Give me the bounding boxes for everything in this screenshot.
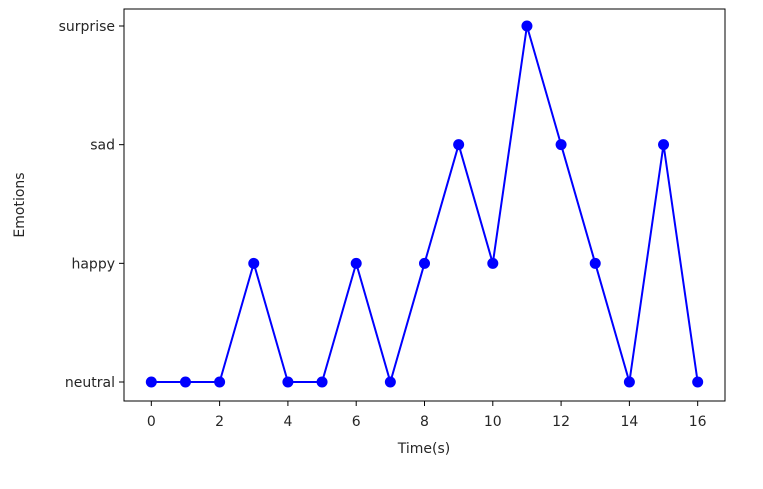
- data-point: [419, 257, 430, 269]
- data-point: [658, 139, 670, 151]
- data-point: [248, 257, 260, 269]
- data-point: [555, 139, 567, 151]
- x-tick-label: 0: [147, 414, 156, 430]
- data-points: [145, 20, 704, 388]
- x-tick-label: 4: [283, 414, 292, 430]
- y-tick-label: surprise: [59, 19, 115, 35]
- x-tick-label: 14: [620, 414, 638, 430]
- x-axis: 0 2 4 6 8 10 12 14 16: [147, 401, 707, 430]
- y-axis: neutral happy sad surprise: [59, 19, 124, 391]
- y-tick-label: happy: [71, 256, 115, 272]
- data-point: [282, 376, 294, 388]
- x-tick-label: 8: [420, 414, 429, 430]
- x-axis-label: Time(s): [397, 441, 450, 457]
- data-point: [384, 376, 396, 388]
- data-point: [316, 376, 328, 388]
- data-point: [623, 376, 635, 388]
- data-point: [179, 376, 191, 388]
- data-point: [487, 257, 499, 269]
- y-tick-label: sad: [90, 138, 115, 154]
- data-point: [350, 257, 362, 269]
- x-tick-label: 16: [689, 414, 707, 430]
- data-point: [589, 257, 601, 269]
- x-tick-label: 6: [352, 414, 361, 430]
- x-tick-label: 12: [552, 414, 570, 430]
- data-point: [453, 139, 465, 151]
- plot-area: [124, 9, 725, 401]
- data-point: [521, 20, 533, 32]
- plot-frame: [123, 8, 726, 402]
- y-axis-label: Emotions: [12, 172, 28, 237]
- x-tick-label: 10: [484, 414, 502, 430]
- x-tick-label: 2: [215, 414, 224, 430]
- y-tick-label: neutral: [65, 375, 115, 391]
- data-point: [692, 376, 704, 388]
- data-point: [214, 376, 226, 388]
- data-point: [145, 376, 157, 388]
